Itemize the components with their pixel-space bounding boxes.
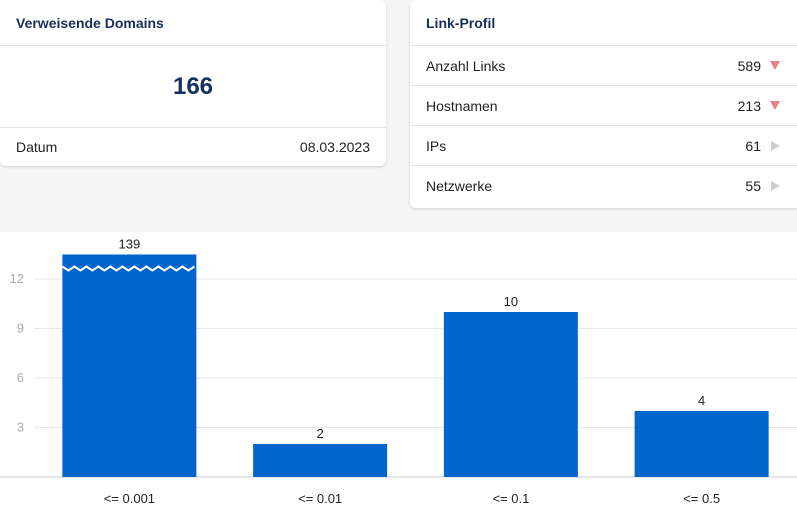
- category-label: <= 0.1: [492, 491, 529, 506]
- bar: [62, 254, 197, 477]
- distribution-chart: 3 6 9 12 139 <= 0.001 2 <= 0.01 10 <= 0.1 4 <= 0.5: [0, 232, 797, 518]
- link-profile-row-ips: IPs 61: [410, 126, 797, 166]
- link-profile-value: 213: [737, 97, 761, 114]
- category-label: <= 0.001: [104, 491, 155, 506]
- link-profile-value: 589: [737, 57, 761, 74]
- y-tick-label: 12: [10, 271, 24, 286]
- referring-domains-title: Verweisende Domains: [0, 0, 386, 46]
- category-label: <= 0.01: [298, 491, 342, 506]
- y-tick-label: 6: [17, 370, 24, 385]
- link-profile-label: IPs: [426, 137, 447, 154]
- link-profile-label: Hostnamen: [426, 97, 498, 114]
- bar-value-label: 2: [317, 426, 324, 441]
- referring-domains-card: Verweisende Domains 166 Datum 08.03.2023: [0, 0, 386, 166]
- category-label: <= 0.5: [683, 491, 720, 506]
- bar-value-label: 10: [504, 294, 518, 309]
- date-label: Datum: [16, 139, 58, 155]
- triangle-down-icon: [769, 101, 781, 110]
- link-profile-row-networks: Netzwerke 55: [410, 166, 797, 206]
- link-profile-title: Link-Profil: [410, 0, 797, 46]
- triangle-down-icon: [769, 61, 781, 70]
- axis-break-icon: [61, 265, 195, 272]
- bar-value-label: 139: [119, 236, 141, 251]
- link-profile-row-hostnames: Hostnamen 213: [410, 86, 797, 126]
- link-profile-label: Anzahl Links: [426, 57, 506, 74]
- date-value: 08.03.2023: [299, 139, 370, 155]
- referring-domains-count: 166: [0, 46, 386, 128]
- link-profile-row-links: Anzahl Links 589: [410, 46, 797, 86]
- link-profile-value: 61: [745, 137, 761, 154]
- y-tick-label: 3: [17, 420, 24, 435]
- triangle-right-icon: [769, 140, 781, 151]
- bar: [253, 444, 388, 477]
- bar: [634, 411, 769, 477]
- distribution-chart-svg: 3 6 9 12 139 <= 0.001 2 <= 0.01 10 <= 0.1 4 <= 0.5: [0, 236, 797, 506]
- triangle-right-icon: [769, 181, 781, 191]
- bar: [443, 312, 578, 477]
- link-profile-label: Netzwerke: [426, 178, 493, 194]
- y-tick-label: 9: [17, 321, 24, 336]
- bar-value-label: 4: [698, 393, 705, 408]
- link-profile-card: Link-Profil Anzahl Links 589 Hostnamen 2…: [410, 0, 797, 208]
- link-profile-value: 55: [745, 178, 761, 194]
- date-row: Datum 08.03.2023: [0, 128, 386, 166]
